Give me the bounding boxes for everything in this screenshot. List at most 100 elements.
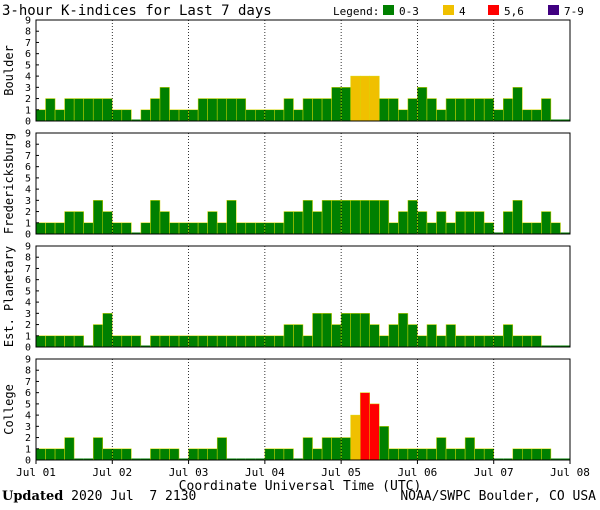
chart-panels: 0123456789Boulder0123456789Fredericksbur… [2,16,571,467]
kindex-bar [112,222,123,235]
kindex-bar [331,324,342,348]
x-tick-label: Jul 01 [16,466,56,479]
kindex-bar [169,109,180,122]
kindex-bar [178,335,189,348]
kindex-bar [121,448,132,461]
kindex-bar [417,335,428,348]
legend: 0-3 4 5,6 7-9 [383,5,584,18]
kindex-bar [522,109,533,122]
kindex-bar [359,313,371,348]
kindex-bar [188,109,199,122]
kindex-bar [560,119,570,121]
y-tick-label: 4 [25,411,31,422]
kindex-bar [274,109,285,122]
legend-label-7-9: 7-9 [564,5,584,18]
kindex-bar [83,458,94,460]
y-tick-label: 8 [25,366,31,377]
panel-label-college: College [2,384,16,435]
kindex-bar [340,313,351,348]
kindex-bar [464,211,475,235]
kindex-bar [64,335,75,348]
kindex-bar [131,232,141,234]
kindex-bar [83,345,94,347]
kindex-bar [35,335,46,348]
kindex-bar [92,324,104,348]
kindex-bar [92,437,104,461]
y-tick-label: 4 [25,185,31,196]
kindex-bar [131,335,142,348]
y-tick-label: 2 [25,94,31,105]
legend-swatch-0-3 [383,5,394,15]
kindex-bar [321,98,332,122]
kindex-bar [169,448,180,461]
kindex-bar [302,437,313,461]
kindex-bar [169,335,180,348]
kindex-bar [560,232,570,234]
kindex-bar [321,437,332,461]
kindex-bar [102,98,113,122]
kindex-bar [350,200,361,235]
kindex-bar [274,448,285,461]
y-tick-label: 8 [25,27,31,38]
kindex-bar [321,200,332,235]
kindex-bar [531,109,542,122]
y-tick-label: 0 [25,456,31,467]
y-tick-label: 1 [25,218,31,229]
updated-value: 2020 Jul 7 2130 [63,489,197,504]
kindex-bar [426,448,437,461]
kindex-bar [417,448,428,461]
kindex-bar [522,222,533,235]
kindex-bar [140,458,151,460]
kindex-bar [541,98,552,122]
kindex-bar [64,437,75,461]
kindex-bar [140,345,151,347]
kindex-bar [445,98,456,122]
kindex-bar [150,200,161,235]
kindex-bar [216,98,227,122]
kindex-bar [121,222,132,235]
kindex-bar [159,211,170,235]
kindex-bar [83,222,94,235]
kindex-bar [531,448,542,461]
kindex-bar [512,448,523,461]
kindex-bar [503,324,514,348]
kindex-bar [350,414,361,461]
kindex-bar [503,98,514,122]
y-tick-label: 6 [25,275,31,286]
kindex-bar [359,392,371,461]
legend-label-0-3: 0-3 [399,5,419,18]
kindex-bar [159,87,170,122]
kindex-bar [407,200,418,235]
kindex-bar [179,458,189,460]
kindex-bar [159,335,170,348]
kindex-bar [426,98,437,122]
y-tick-label: 4 [25,72,31,83]
kindex-bar [407,448,418,461]
kindex-bar [35,109,46,122]
kindex-bar [426,324,437,348]
kindex-bar [207,98,218,122]
kindex-bar [121,335,132,348]
chart-title: 3-hour K-indices for Last 7 days [2,3,272,19]
kindex-bar [283,448,294,461]
kindex-bar [54,335,65,348]
kindex-bar [102,448,113,461]
kindex-bar [541,345,551,347]
kindex-bar [464,98,475,122]
kindex-bar [216,222,227,235]
y-tick-label: 6 [25,388,31,399]
kindex-bar [54,448,65,461]
kindex-bar [188,448,199,461]
kindex-bar [264,222,275,235]
kindex-bar [264,448,275,461]
kindex-bar [312,211,323,235]
kindex-bar [369,403,380,461]
legend-label-5-6: 5,6 [504,5,524,18]
y-tick-label: 8 [25,253,31,264]
x-tick-label: Jul 04 [245,466,285,479]
kindex-bar [483,222,494,235]
kindex-bar [302,98,313,122]
kindex-bar [369,75,380,122]
kindex-bar [197,98,208,122]
